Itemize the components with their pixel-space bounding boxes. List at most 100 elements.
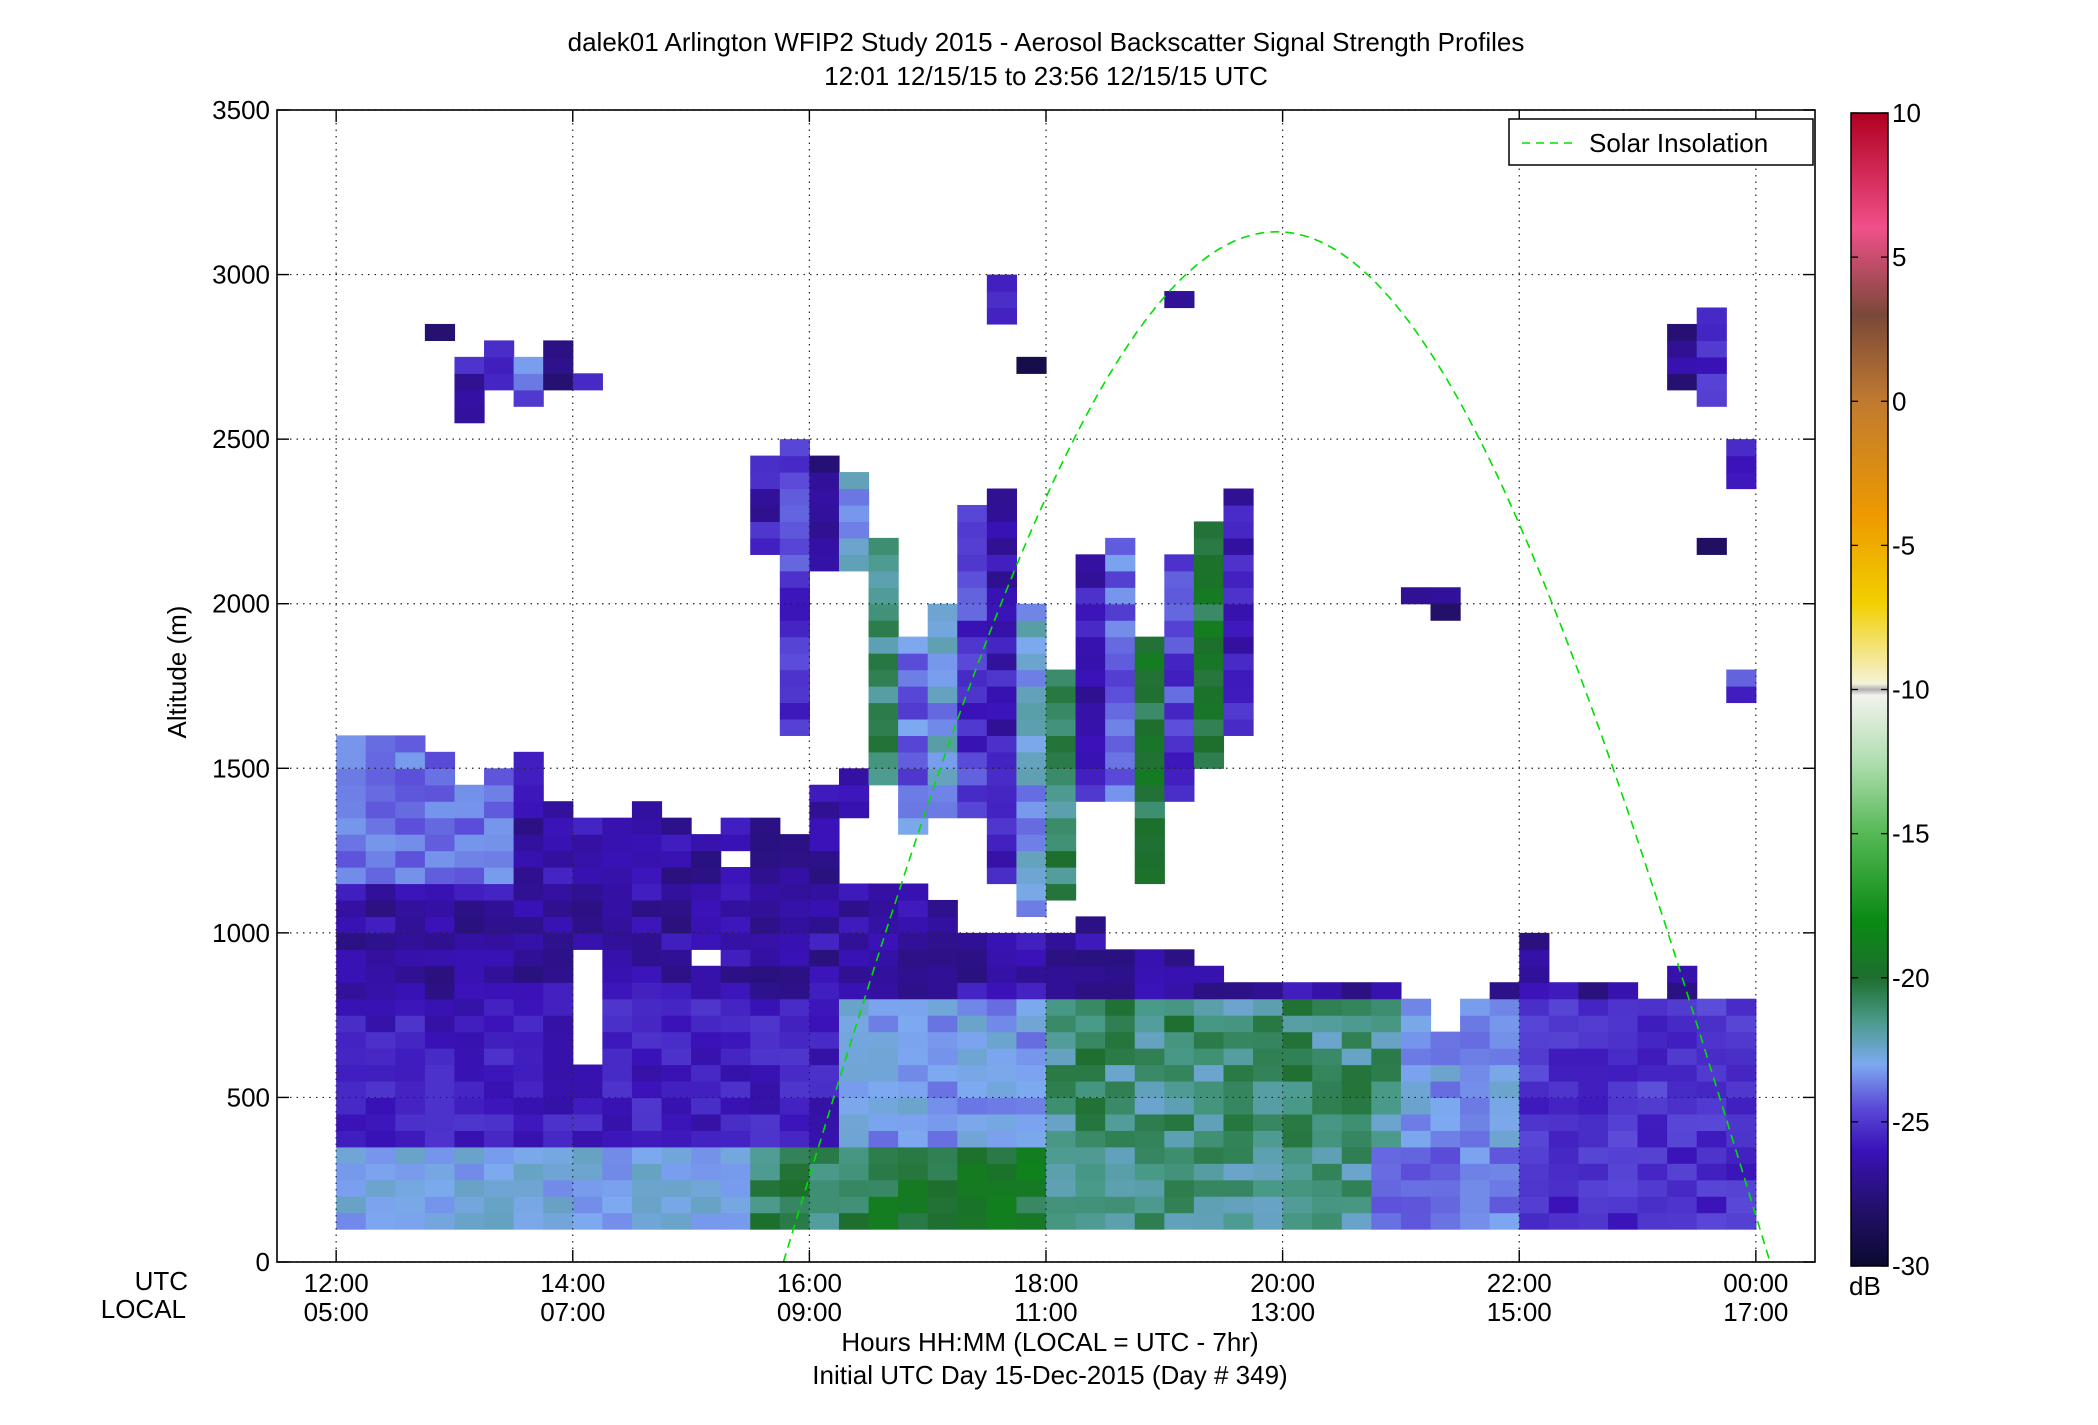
heatmap-cell	[868, 636, 899, 654]
heatmap-cell	[898, 899, 929, 917]
heatmap-cell	[1075, 965, 1106, 983]
heatmap-cell	[927, 1163, 958, 1181]
heatmap-cell	[1193, 1130, 1225, 1148]
y-tick-label: 1500	[212, 753, 270, 783]
heatmap-cell	[1282, 1080, 1313, 1099]
heatmap-cell	[602, 899, 633, 917]
heatmap-cell	[1134, 867, 1165, 885]
heatmap-cell	[336, 801, 367, 819]
heatmap-cell	[927, 998, 958, 1016]
heatmap-cell	[1696, 373, 1727, 391]
heatmap-cell	[424, 850, 456, 868]
heatmap-cell	[543, 373, 574, 391]
heatmap-cell	[868, 1015, 899, 1033]
heatmap-cell	[1637, 1146, 1668, 1164]
heatmap-cell	[543, 949, 574, 967]
heatmap-cell	[513, 883, 544, 901]
heatmap-cell	[365, 1196, 396, 1214]
heatmap-cell	[898, 768, 929, 786]
heatmap-cell	[1696, 323, 1727, 341]
heatmap-cell	[1075, 1080, 1106, 1099]
heatmap-cell	[750, 537, 781, 555]
heatmap-cell	[838, 1179, 870, 1197]
heatmap-cell	[868, 1146, 899, 1164]
heatmap-cell	[1637, 998, 1668, 1016]
heatmap-cell	[1696, 1130, 1727, 1148]
heatmap-cell	[986, 686, 1018, 704]
heatmap-cell	[454, 1146, 485, 1164]
heatmap-cell	[1016, 1031, 1047, 1049]
heatmap-cell	[543, 340, 574, 358]
heatmap-cell	[1105, 1064, 1136, 1082]
heatmap-cell	[986, 1130, 1018, 1148]
heatmap-cell	[395, 784, 426, 802]
heatmap-cell	[1223, 1015, 1254, 1033]
heatmap-cell	[1193, 735, 1225, 753]
heatmap-cell	[1637, 1064, 1668, 1082]
heatmap-cell	[1696, 537, 1727, 555]
heatmap-cell	[424, 932, 456, 950]
heatmap-cell	[1193, 982, 1225, 1000]
heatmap-cell	[1607, 1097, 1639, 1115]
heatmap-cell	[1253, 1179, 1284, 1197]
heatmap-cell	[395, 982, 426, 1000]
heatmap-cell	[661, 998, 692, 1016]
heatmap-cell	[661, 949, 692, 967]
heatmap-cell	[779, 636, 810, 654]
heatmap-cell	[1223, 669, 1254, 687]
heatmap-cell	[750, 1179, 781, 1197]
heatmap-cell	[1667, 1196, 1698, 1214]
heatmap-cell	[1016, 735, 1047, 753]
heatmap-cell	[1726, 1163, 1757, 1181]
heatmap-cell	[898, 1130, 929, 1148]
heatmap-cell	[484, 340, 515, 358]
heatmap-cell	[986, 537, 1018, 555]
heatmap-cell	[1105, 1212, 1136, 1230]
y-tick-label: 2500	[212, 424, 270, 454]
heatmap-cell	[1607, 1031, 1639, 1049]
heatmap-cell	[1400, 1064, 1432, 1082]
heatmap-cell	[750, 1113, 781, 1131]
heatmap-cell	[1016, 702, 1047, 720]
heatmap-cell	[868, 702, 899, 720]
heatmap-cell	[1726, 1064, 1757, 1082]
heatmap-cell	[543, 1080, 574, 1099]
heatmap-cell	[838, 1097, 870, 1115]
heatmap-cell	[543, 867, 574, 885]
heatmap-cell	[513, 389, 544, 407]
heatmap-cell	[1253, 1031, 1284, 1049]
heatmap-cell	[957, 1130, 988, 1148]
heatmap-cell	[1371, 1163, 1402, 1181]
x-tick-label-local: 09:00	[777, 1297, 842, 1327]
heatmap-cell	[661, 817, 692, 835]
heatmap-cell	[336, 883, 367, 901]
heatmap-cell	[927, 1080, 958, 1099]
heatmap-cell	[1134, 735, 1165, 753]
heatmap-cell	[1105, 1163, 1136, 1181]
heatmap-cell	[365, 1015, 396, 1033]
heatmap-cell	[1637, 1212, 1668, 1230]
heatmap-cell	[898, 669, 929, 687]
heatmap-cell	[454, 1212, 485, 1230]
heatmap-cell	[809, 1179, 840, 1197]
heatmap-cell	[1016, 1080, 1047, 1099]
heatmap-cell	[1164, 735, 1195, 753]
heatmap-cell	[365, 982, 396, 1000]
heatmap-cell	[1075, 949, 1106, 967]
heatmap-cell	[513, 998, 544, 1016]
heatmap-cell	[1578, 1179, 1609, 1197]
heatmap-cell	[1253, 1080, 1284, 1099]
heatmap-cell	[986, 504, 1018, 523]
heatmap-cell	[1253, 998, 1284, 1016]
heatmap-cell	[691, 1130, 722, 1148]
heatmap-cell	[1696, 340, 1727, 358]
heatmap-cell	[986, 620, 1018, 638]
heatmap-cell	[868, 620, 899, 638]
heatmap-cell	[484, 1179, 515, 1197]
heatmap-cell	[513, 817, 544, 835]
heatmap-cell	[395, 1031, 426, 1049]
heatmap-cell	[809, 982, 840, 1000]
heatmap-cell	[572, 883, 603, 901]
heatmap-cell	[779, 1163, 810, 1181]
heatmap-cell	[1696, 1163, 1727, 1181]
